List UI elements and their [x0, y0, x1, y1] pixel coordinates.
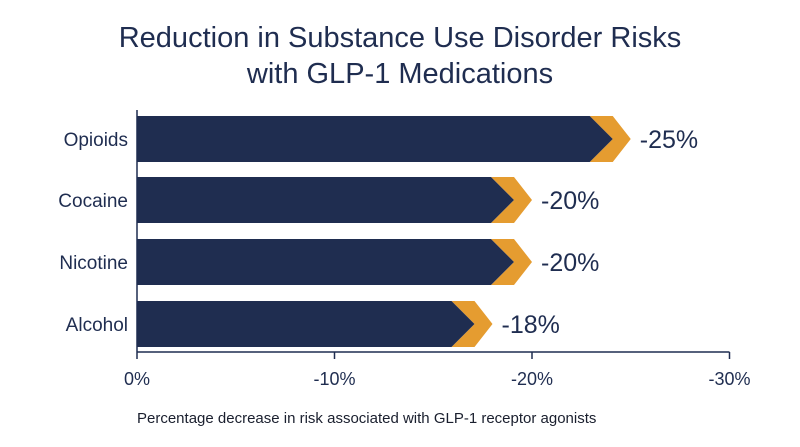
- x-tick-label-0: 0%: [124, 369, 150, 389]
- category-label-cocaine: Cocaine: [58, 191, 128, 212]
- data-label-alcohol: -18%: [502, 311, 560, 339]
- bar-alcohol: [137, 301, 475, 347]
- bar-cocaine: [137, 177, 514, 223]
- chart-caption: Percentage decrease in risk associated w…: [137, 410, 597, 427]
- chart-title-line-1: Reduction in Substance Use Disorder Risk…: [118, 22, 682, 54]
- data-label-nicotine: -20%: [541, 249, 599, 277]
- category-label-nicotine: Nicotine: [59, 253, 128, 274]
- bar-tip-opioids: [589, 116, 631, 162]
- data-label-opioids: -25%: [640, 126, 698, 154]
- bar-tip-alcohol: [451, 301, 493, 347]
- x-tick-label-10: -10%: [313, 369, 355, 389]
- category-label-opioids: Opioids: [64, 130, 128, 151]
- x-tick-label-30: -30%: [708, 369, 750, 389]
- chart-title: Reduction in Substance Use Disorder Risk…: [0, 20, 800, 92]
- bar-nicotine: [137, 239, 514, 285]
- bar-tip-cocaine: [491, 177, 532, 223]
- bar-opioids: [137, 116, 613, 162]
- data-label-cocaine: -20%: [541, 187, 599, 215]
- category-label-alcohol: Alcohol: [66, 315, 128, 336]
- x-tick-label-20: -20%: [511, 369, 553, 389]
- chart-title-line-2: with GLP-1 Medications: [246, 58, 554, 90]
- bar-tip-nicotine: [491, 239, 532, 285]
